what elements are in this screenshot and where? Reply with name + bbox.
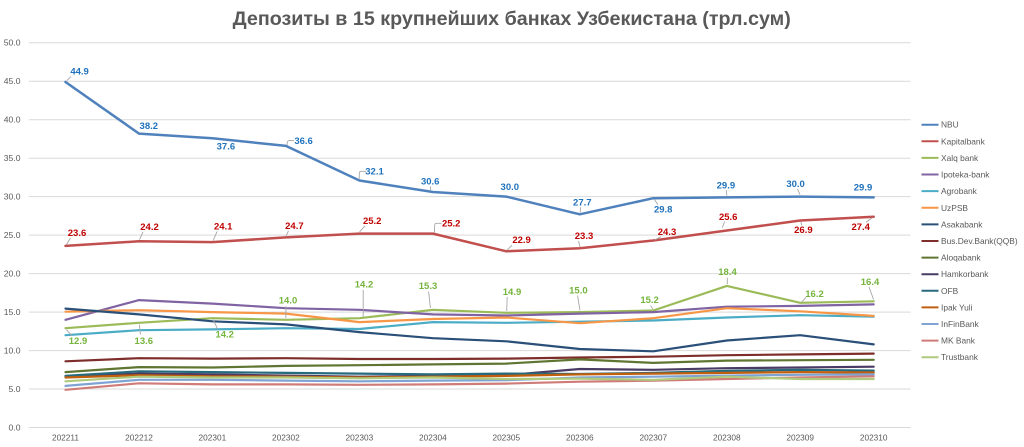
svg-text:30.0: 30.0 <box>501 182 520 193</box>
svg-text:Hamkorbank: Hamkorbank <box>941 269 989 279</box>
svg-text:27.4: 27.4 <box>851 222 870 233</box>
svg-text:Agrobank: Agrobank <box>941 186 978 196</box>
svg-text:23.6: 23.6 <box>68 228 87 239</box>
svg-text:25.0: 25.0 <box>4 230 21 240</box>
svg-text:29.8: 29.8 <box>654 205 673 216</box>
svg-text:10.0: 10.0 <box>4 345 21 355</box>
svg-text:14.2: 14.2 <box>215 330 234 341</box>
svg-text:NBU: NBU <box>941 120 959 130</box>
svg-text:202302: 202302 <box>272 433 300 443</box>
svg-text:24.2: 24.2 <box>140 222 159 233</box>
svg-text:202301: 202301 <box>199 433 227 443</box>
svg-text:30.6: 30.6 <box>421 176 440 187</box>
svg-text:38.2: 38.2 <box>140 121 159 132</box>
svg-text:202306: 202306 <box>566 433 594 443</box>
svg-text:15.3: 15.3 <box>419 281 438 292</box>
svg-text:15.0: 15.0 <box>569 285 588 296</box>
svg-text:Ipoteka-bank: Ipoteka-bank <box>941 170 990 180</box>
svg-text:44.9: 44.9 <box>70 67 89 78</box>
svg-text:32.1: 32.1 <box>365 167 384 178</box>
svg-text:25.2: 25.2 <box>363 216 382 227</box>
svg-text:202308: 202308 <box>713 433 741 443</box>
svg-text:24.1: 24.1 <box>214 222 233 233</box>
svg-text:5.0: 5.0 <box>9 384 21 394</box>
svg-text:15.2: 15.2 <box>640 295 659 306</box>
svg-text:24.7: 24.7 <box>285 221 304 232</box>
svg-text:22.9: 22.9 <box>512 235 531 246</box>
svg-text:15.0: 15.0 <box>4 307 21 317</box>
svg-text:25.6: 25.6 <box>719 212 738 223</box>
svg-text:Kapitalbank: Kapitalbank <box>941 136 986 146</box>
svg-text:24.3: 24.3 <box>658 227 677 238</box>
svg-text:202212: 202212 <box>125 433 153 443</box>
svg-text:Депозиты в 15 крупнейших банка: Депозиты в 15 крупнейших банках Узбекист… <box>233 8 791 30</box>
svg-text:18.4: 18.4 <box>718 267 737 278</box>
svg-text:29.9: 29.9 <box>717 180 736 191</box>
svg-text:12.9: 12.9 <box>69 336 88 347</box>
svg-text:Asakabank: Asakabank <box>941 219 983 229</box>
svg-text:37.6: 37.6 <box>217 141 236 152</box>
svg-text:16.4: 16.4 <box>861 277 880 288</box>
svg-text:202309: 202309 <box>786 433 814 443</box>
svg-text:202304: 202304 <box>419 433 447 443</box>
svg-text:40.0: 40.0 <box>4 115 21 125</box>
svg-text:26.9: 26.9 <box>794 225 813 236</box>
svg-text:29.9: 29.9 <box>854 183 873 194</box>
svg-text:Trustbank: Trustbank <box>941 352 979 362</box>
svg-text:30.0: 30.0 <box>786 179 805 190</box>
svg-text:Ipak Yuli: Ipak Yuli <box>941 302 973 312</box>
svg-text:20.0: 20.0 <box>4 268 21 278</box>
svg-text:23.3: 23.3 <box>575 231 594 242</box>
svg-text:202305: 202305 <box>492 433 520 443</box>
svg-text:Bus.Dev.Bank(QQB): Bus.Dev.Bank(QQB) <box>941 236 1018 246</box>
svg-text:InFinBank: InFinBank <box>941 319 980 329</box>
svg-text:202310: 202310 <box>860 433 888 443</box>
svg-text:202211: 202211 <box>52 433 79 443</box>
svg-text:30.0: 30.0 <box>4 191 21 201</box>
svg-text:25.2: 25.2 <box>442 219 461 230</box>
svg-text:45.0: 45.0 <box>4 76 21 86</box>
svg-text:50.0: 50.0 <box>4 38 21 48</box>
svg-text:MK Bank: MK Bank <box>941 336 976 346</box>
svg-text:0.0: 0.0 <box>9 422 21 432</box>
svg-text:202307: 202307 <box>639 433 667 443</box>
svg-text:14.0: 14.0 <box>279 296 298 307</box>
svg-text:Aloqabank: Aloqabank <box>941 253 981 263</box>
svg-text:14.9: 14.9 <box>503 287 522 298</box>
svg-text:35.0: 35.0 <box>4 153 21 163</box>
svg-text:27.7: 27.7 <box>573 197 592 208</box>
svg-text:16.2: 16.2 <box>805 289 824 300</box>
svg-text:Xalq bank: Xalq bank <box>941 153 979 163</box>
svg-text:OFB: OFB <box>941 286 959 296</box>
svg-text:36.6: 36.6 <box>294 136 313 147</box>
svg-text:13.6: 13.6 <box>135 336 154 347</box>
svg-text:UzPSB: UzPSB <box>941 203 968 213</box>
svg-text:202303: 202303 <box>346 433 374 443</box>
svg-text:14.2: 14.2 <box>355 280 374 291</box>
